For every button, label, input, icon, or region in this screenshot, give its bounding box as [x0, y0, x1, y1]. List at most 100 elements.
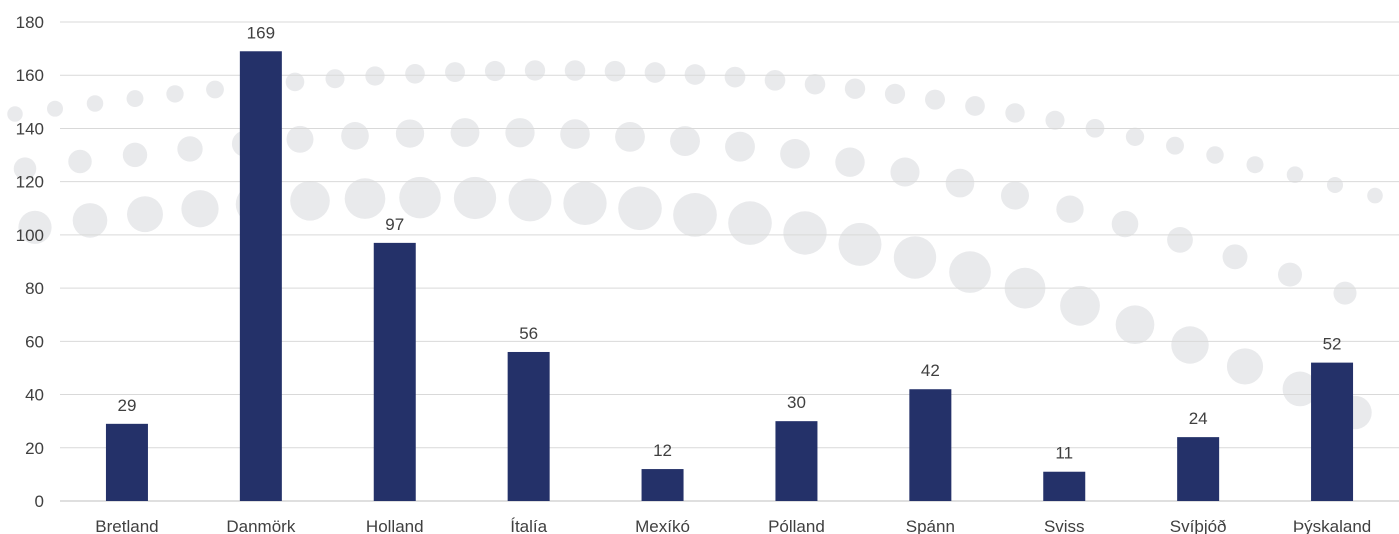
- decorative-dot: [724, 66, 746, 88]
- decorative-dot: [644, 62, 666, 83]
- decorative-dot: [764, 69, 786, 91]
- decorative-dot: [405, 63, 425, 84]
- bar: [507, 351, 550, 501]
- bar: [1043, 471, 1086, 501]
- x-category-label: Pólland: [768, 517, 825, 534]
- decorative-dot: [1206, 146, 1224, 164]
- decorative-dot: [945, 168, 975, 198]
- decorative-dot: [72, 203, 108, 238]
- data-label: 29: [117, 396, 136, 415]
- decorative-dot: [290, 180, 330, 221]
- decorative-dot: [7, 106, 23, 122]
- decorative-dot: [684, 64, 706, 85]
- decorative-dot: [1115, 305, 1155, 345]
- decorative-dot: [1226, 348, 1264, 385]
- decorative-dot: [1167, 227, 1193, 253]
- x-axis-categories: Bretland Danmörk Holland Ítalía Mexíkó Póllan…: [95, 517, 1371, 534]
- bar: [775, 421, 818, 501]
- decorative-dot: [893, 236, 937, 279]
- y-tick-label: 160: [16, 66, 44, 85]
- decorative-dot: [1060, 285, 1100, 326]
- data-label: 56: [519, 324, 538, 343]
- decorative-dot: [1000, 181, 1030, 210]
- decorative-dot: [563, 181, 607, 225]
- decorative-dot: [618, 186, 662, 231]
- x-category-label: Holland: [366, 517, 424, 534]
- bar: [105, 423, 148, 501]
- bars: [105, 51, 1354, 502]
- decorative-dot: [1282, 371, 1318, 407]
- decorative-dot: [206, 80, 224, 99]
- decorative-dot: [925, 89, 945, 110]
- bar: [1177, 437, 1220, 501]
- decorative-dot: [1045, 110, 1065, 130]
- decorative-dot: [86, 95, 104, 112]
- data-label: 24: [1189, 409, 1208, 428]
- decorative-dot: [884, 83, 906, 104]
- decorative-dot: [1333, 281, 1357, 305]
- decorative-dot: [47, 100, 63, 117]
- decorative-dot: [564, 60, 586, 81]
- y-tick-label: 180: [16, 13, 44, 32]
- decorative-dot: [1246, 156, 1264, 174]
- bar: [1311, 362, 1354, 501]
- decorative-dot: [450, 118, 480, 147]
- x-category-label: Sviss: [1044, 517, 1085, 534]
- decorative-dot: [1367, 187, 1383, 204]
- decorative-dot: [615, 121, 645, 152]
- decorative-dot: [728, 201, 772, 245]
- y-tick-label: 140: [16, 119, 44, 138]
- decorative-dot: [126, 90, 144, 108]
- decorative-dot: [344, 178, 386, 219]
- y-tick-label: 0: [35, 492, 44, 511]
- bar: [641, 469, 684, 501]
- data-label: 97: [385, 215, 404, 234]
- decorative-dot: [670, 126, 700, 157]
- decorative-dot: [673, 193, 717, 237]
- x-category-label: Þýskaland: [1293, 517, 1371, 534]
- x-category-label: Mexíkó: [635, 517, 690, 534]
- decorative-dot: [18, 210, 52, 244]
- y-tick-label: 120: [16, 173, 44, 192]
- y-axis-ticks: 0 20 40 60 80 100 120 140 160 180: [16, 13, 44, 511]
- x-category-label: Ítalía: [510, 517, 547, 534]
- decorative-dot: [1171, 326, 1209, 364]
- decorative-dot: [508, 178, 552, 222]
- y-tick-label: 60: [25, 332, 44, 351]
- decorative-dot: [505, 118, 535, 148]
- decorative-dot: [844, 78, 866, 99]
- decorative-dot: [1056, 195, 1084, 223]
- decorative-dot: [949, 251, 991, 293]
- decorative-dot: [1111, 210, 1139, 238]
- y-tick-label: 40: [25, 386, 44, 405]
- y-tick-label: 100: [16, 226, 44, 245]
- decorative-dot: [341, 122, 369, 150]
- decorative-dot: [127, 196, 163, 233]
- decorative-dot: [484, 60, 506, 82]
- x-category-label: Spánn: [906, 517, 955, 534]
- decorative-dot: [1222, 244, 1248, 270]
- decorative-dot: [965, 96, 985, 116]
- decorative-dot: [890, 157, 920, 187]
- decorative-dot: [286, 125, 314, 153]
- decorative-dot: [725, 131, 755, 162]
- decorative-dot: [524, 60, 546, 81]
- x-category-label: Bretland: [95, 517, 158, 534]
- decorative-dot: [177, 136, 203, 162]
- x-category-label: Danmörk: [226, 517, 295, 534]
- decorative-dot: [181, 190, 219, 228]
- decorative-dot: [365, 66, 385, 86]
- decorative-dot: [1286, 166, 1304, 183]
- decorative-dot: [780, 138, 810, 169]
- decorative-dot: [13, 157, 37, 180]
- decorative-dot: [445, 62, 465, 83]
- decorative-dot: [804, 73, 826, 95]
- decorative-dot: [1278, 262, 1302, 287]
- data-label: 52: [1323, 335, 1342, 354]
- gridlines: [60, 21, 1399, 502]
- x-category-label: Svíþjóð: [1170, 517, 1227, 534]
- decorative-dot: [1166, 136, 1184, 155]
- decorative-dot: [453, 176, 497, 220]
- data-label: 12: [653, 441, 672, 460]
